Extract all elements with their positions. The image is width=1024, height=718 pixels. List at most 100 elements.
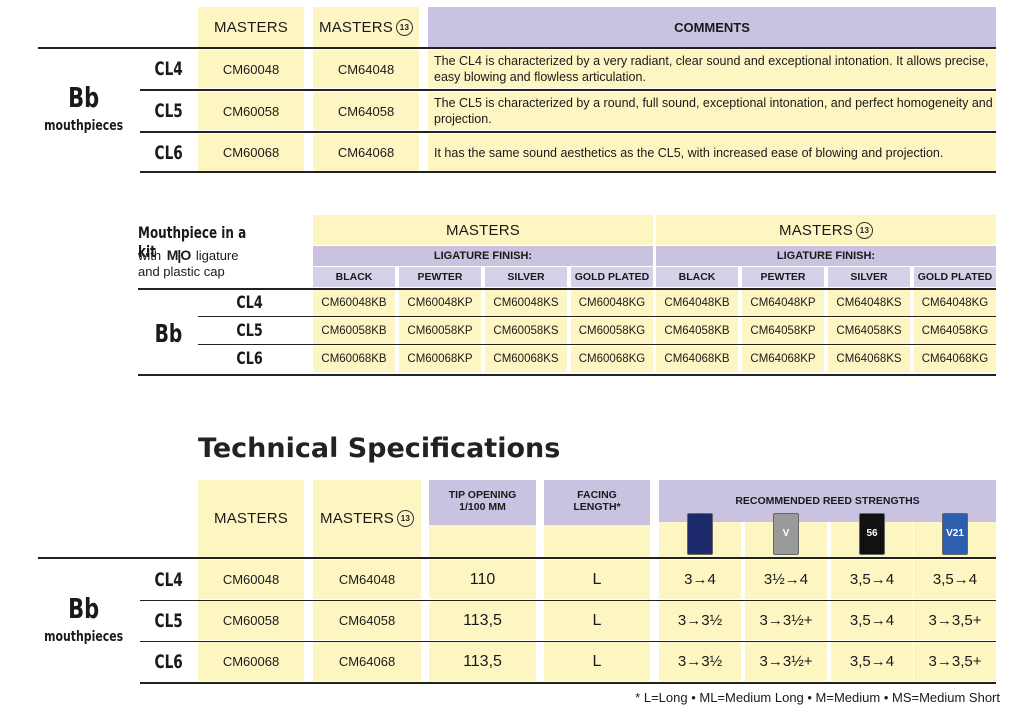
- masters-column-header: MASTERS: [198, 7, 304, 47]
- finish-header: BLACK: [656, 267, 738, 287]
- kit-ligature-label: ligature: [195, 248, 239, 263]
- kit-title: Mouthpiece in a kit: [138, 223, 247, 261]
- kit-masters-13-header: MASTERS 13: [656, 215, 996, 245]
- table-divider: [138, 288, 996, 290]
- kit-group-title: Bb: [154, 318, 182, 348]
- kit-ligature-line: with M|O ligature: [138, 247, 308, 263]
- row-divider: [198, 316, 996, 317]
- ligature-finish-header: LIGATURE FINISH:: [656, 246, 996, 266]
- v12-reed-box-icon: V: [773, 512, 799, 555]
- tip-opening-header: TIP OPENING 1/100 MM: [429, 480, 536, 525]
- header-spacer: [429, 525, 536, 557]
- kit-code: CM64068KG: [914, 346, 996, 372]
- reed-strength: 3→3½: [659, 601, 741, 640]
- finish-header: PEWTER: [742, 267, 824, 287]
- masters-header-label: MASTERS: [214, 18, 288, 36]
- footnote: * L=Long • ML=Medium Long • M=Medium • M…: [635, 690, 1000, 705]
- group-subtitle: mouthpieces: [44, 118, 124, 134]
- kit-code: CM64048KB: [656, 290, 738, 316]
- model-cl6: CL6: [154, 141, 184, 164]
- traditional-reed-box-icon: [687, 512, 713, 555]
- row-divider: [198, 344, 996, 345]
- kit-code: CM60068KS: [485, 346, 567, 372]
- kit-code: CM60058KG: [571, 318, 653, 344]
- reed-icon-cell: [659, 512, 741, 557]
- facing-length-value: L: [544, 642, 650, 681]
- kit-code: CM60048KB: [313, 290, 395, 316]
- finish-header: GOLD PLATED: [571, 267, 653, 287]
- masters-13-column-header: MASTERS 13: [313, 7, 419, 47]
- badge-13-icon: 13: [855, 221, 873, 239]
- finish-header: PEWTER: [399, 267, 481, 287]
- reed-strength: 3→4: [659, 560, 741, 599]
- reed-strength: 3½→4: [745, 560, 827, 599]
- specs-group-title: Bb: [68, 591, 100, 625]
- kit-code: CM64058KS: [828, 318, 910, 344]
- reed-strength: 3,5→4: [831, 560, 913, 599]
- masters-13-header-label: MASTERS: [319, 18, 393, 36]
- finish-header: GOLD PLATED: [914, 267, 996, 287]
- masters-code: CM60058: [198, 92, 304, 130]
- masters-13-code: CM64048: [313, 50, 419, 88]
- row-divider: [140, 89, 996, 91]
- facing-length-header: FACING LENGTH*: [544, 480, 650, 525]
- facing-line2: LENGTH*: [573, 501, 621, 513]
- reed-strength: 3,5→4: [831, 601, 913, 640]
- comment-text: The CL4 is characterized by a very radia…: [428, 50, 996, 88]
- mo-logo: M|O: [166, 247, 191, 263]
- comment-text: It has the same sound aesthetics as the …: [428, 134, 996, 171]
- masters-code: CM60048: [198, 50, 304, 88]
- tip-opening-value: 110: [429, 560, 536, 599]
- comments-column-header: COMMENTS: [428, 7, 996, 47]
- kit-code: CM60068KP: [399, 346, 481, 372]
- masters-code: CM60058: [198, 601, 304, 640]
- 56-rue-lepic-reed-box-icon: 56: [859, 512, 885, 555]
- spec-model-cl6: CL6: [154, 650, 184, 673]
- masters-13-column-header: MASTERS 13: [313, 480, 421, 557]
- table-bottom-border: [138, 374, 996, 376]
- masters-code: CM60068: [198, 134, 304, 171]
- kit-code: CM64068KS: [828, 346, 910, 372]
- reed-strength: 3,5→4: [831, 642, 913, 681]
- reed-icon-cell: V: [745, 512, 827, 557]
- model-cl4: CL4: [154, 58, 184, 80]
- masters-13-code: CM64068: [313, 642, 421, 681]
- kit-code: CM60058KP: [399, 318, 481, 344]
- masters-13-code: CM64048: [313, 560, 421, 599]
- kit-code: CM60068KG: [571, 346, 653, 372]
- kit-code: CM64048KS: [828, 290, 910, 316]
- reed-strengths-header: RECOMMENDED REED STRENGTHS: [659, 480, 996, 522]
- v21-reed-box-icon: V21: [942, 512, 968, 555]
- kit-model-cl6: CL6: [236, 349, 264, 369]
- kit-code: CM60048KG: [571, 290, 653, 316]
- reed-icon-cell: V21: [914, 512, 996, 557]
- tip-opening-line2: 1/100 MM: [459, 501, 506, 513]
- row-divider: [140, 131, 996, 133]
- kit-code: CM64048KG: [914, 290, 996, 316]
- kit-code: CM64058KG: [914, 318, 996, 344]
- tip-opening-value: 113,5: [429, 642, 536, 681]
- facing-length-value: L: [544, 560, 650, 599]
- specs-group-subtitle: mouthpieces: [44, 629, 124, 645]
- reed-strength: 3→3½+: [745, 642, 827, 681]
- masters-column-header: MASTERS: [198, 480, 304, 557]
- reed-strength: 3,5→4: [914, 560, 996, 599]
- kit-code: CM60048KS: [485, 290, 567, 316]
- facing-line1: FACING: [577, 489, 617, 501]
- masters-13-code: CM64058: [313, 601, 421, 640]
- comment-text: The CL5 is characterized by a round, ful…: [428, 92, 996, 130]
- row-divider: [140, 641, 996, 642]
- tip-opening-line1: TIP OPENING: [448, 489, 517, 501]
- kit-cap-label: and plastic cap: [138, 264, 225, 279]
- kit-code: CM60068KB: [313, 346, 395, 372]
- reed-strength: 3→3,5+: [914, 601, 996, 640]
- badge-13-icon: 13: [395, 18, 413, 36]
- facing-length-value: L: [544, 601, 650, 640]
- spec-model-cl5: CL5: [154, 609, 184, 632]
- masters-13-code: CM64058: [313, 92, 419, 130]
- section-title: Technical Specifications: [198, 433, 561, 464]
- kit-code: CM60058KS: [485, 318, 567, 344]
- kit-with-label: with: [138, 248, 162, 263]
- table-bottom-border: [140, 682, 996, 684]
- masters-13-code: CM64068: [313, 134, 419, 171]
